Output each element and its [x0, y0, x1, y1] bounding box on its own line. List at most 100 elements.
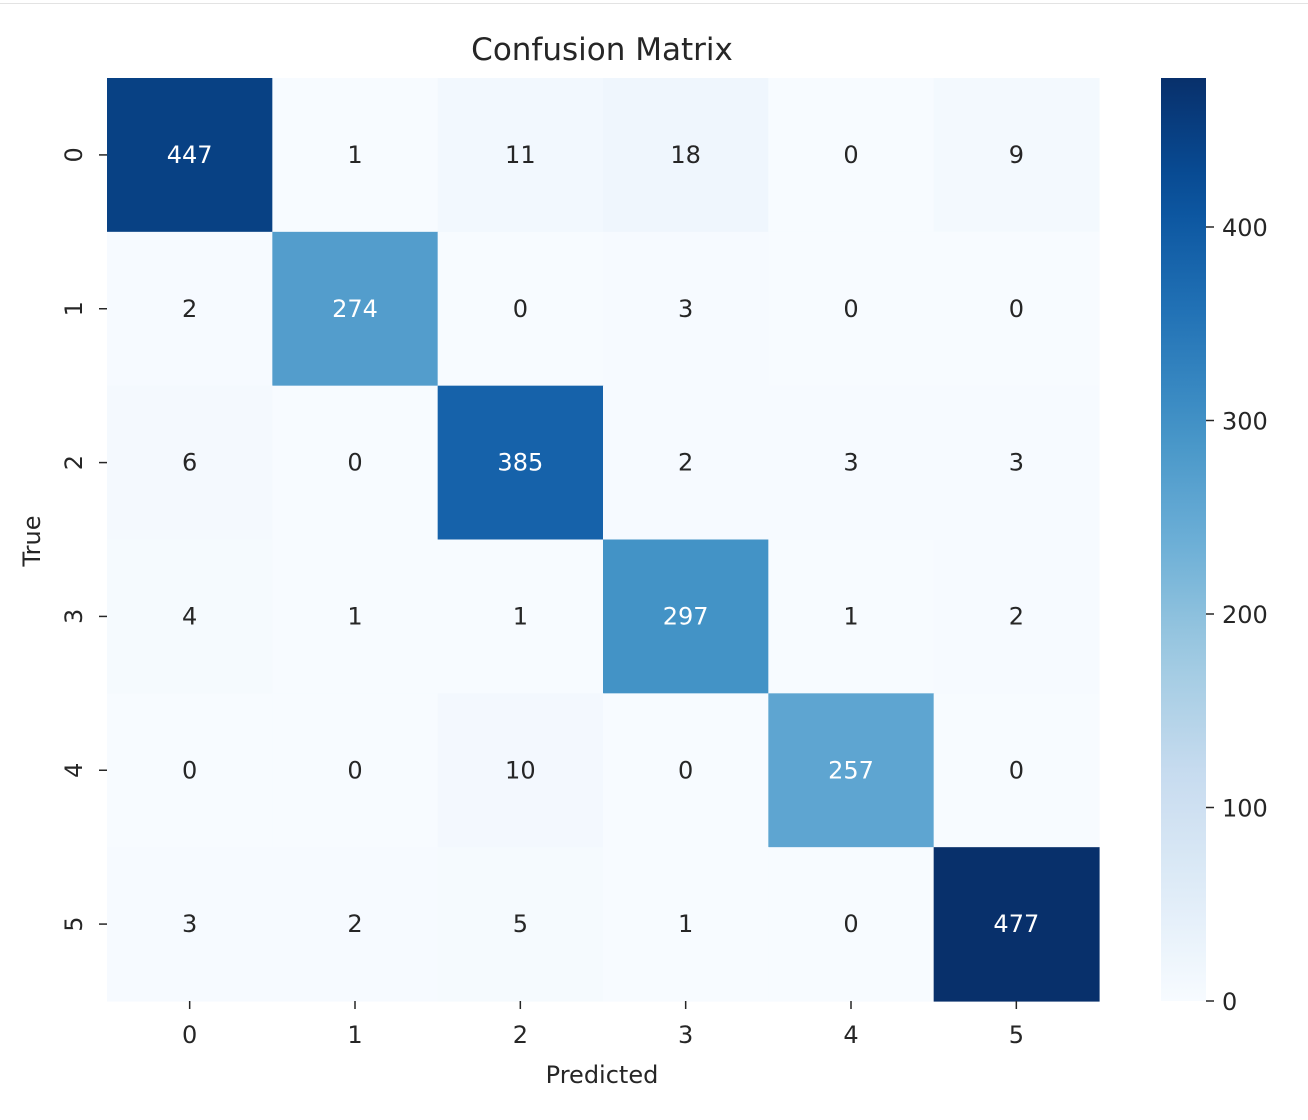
- cell-value: 0: [843, 295, 858, 323]
- x-tick-label: 1: [347, 1021, 362, 1049]
- colorbar: [1161, 78, 1206, 1001]
- cell-value: 2: [347, 910, 362, 938]
- cell-value: 9: [1009, 141, 1024, 169]
- cell-value: 3: [182, 910, 197, 938]
- heatmap-cell: [437, 385, 604, 541]
- y-tick-label: 5: [60, 916, 88, 931]
- cell-value: 11: [505, 141, 536, 169]
- heatmap-cell: [437, 847, 604, 1002]
- heatmap-cells: [107, 78, 1100, 1002]
- x-tick-label: 3: [678, 1021, 693, 1049]
- cell-value: 477: [993, 910, 1039, 938]
- heatmap-cell: [768, 78, 935, 233]
- x-axis-label: Predicted: [546, 1061, 659, 1089]
- cell-value: 2: [182, 295, 197, 323]
- cell-value: 0: [513, 295, 528, 323]
- cell-value: 2: [1009, 602, 1024, 630]
- heatmap-cell: [603, 231, 769, 387]
- colorbar-ticks: 0 100 200 300 400: [1206, 214, 1268, 1016]
- cell-value: 1: [347, 602, 362, 630]
- cell-value: 0: [1009, 295, 1024, 323]
- y-tick-label: 1: [60, 301, 88, 316]
- heatmap-cell: [437, 231, 604, 387]
- heatmap-cell: [933, 693, 1100, 848]
- colorbar-tick-label: 200: [1222, 601, 1268, 629]
- heatmap-cell: [768, 847, 935, 1002]
- colorbar-tick-label: 400: [1222, 214, 1268, 242]
- heatmap-cell: [603, 693, 769, 848]
- heatmap-cell: [107, 539, 273, 694]
- heatmap-cell: [933, 385, 1100, 541]
- cell-value: 257: [828, 756, 874, 784]
- heatmap-cell: [768, 385, 935, 541]
- x-axis-ticks: 0 1 2 3 4 5: [182, 1001, 1024, 1049]
- heatmap-cell: [768, 693, 935, 848]
- heatmap-annotations: 447 1 11 18 0 92 274 0 3 0 06 0 385 2 3 34 1 1 297 1 20 0 10 0 2…: [167, 141, 1039, 938]
- heatmap-cell: [933, 78, 1100, 233]
- cell-value: 0: [182, 756, 197, 784]
- heatmap-cell: [107, 385, 273, 541]
- heatmap-cell: [437, 78, 604, 233]
- heatmap-cell: [272, 231, 439, 387]
- x-tick-label: 0: [182, 1021, 197, 1049]
- cell-value: 18: [670, 141, 701, 169]
- heatmap-cell: [437, 539, 604, 694]
- colorbar-tick-label: 300: [1222, 407, 1268, 435]
- heatmap-cell: [603, 847, 769, 1002]
- x-tick-label: 5: [1009, 1021, 1024, 1049]
- cell-value: 0: [1009, 756, 1024, 784]
- y-tick-label: 4: [60, 763, 88, 778]
- heatmap-cell: [603, 78, 769, 233]
- cell-value: 1: [678, 910, 693, 938]
- y-axis-ticks: 0 1 2 3 4 5: [60, 147, 107, 932]
- y-tick-label: 3: [60, 609, 88, 624]
- heatmap-cell: [272, 693, 439, 848]
- cell-value: 3: [678, 295, 693, 323]
- heatmap-cell: [107, 693, 273, 848]
- cell-value: 0: [347, 449, 362, 477]
- cell-value: 4: [182, 602, 197, 630]
- cell-value: 447: [167, 141, 213, 169]
- heatmap-cell: [603, 385, 769, 541]
- top-border-line: [0, 3, 1308, 4]
- cell-value: 2: [678, 449, 693, 477]
- cell-value: 0: [347, 756, 362, 784]
- heatmap-cell: [107, 78, 273, 233]
- cell-value: 297: [663, 602, 709, 630]
- chart-title: Confusion Matrix: [471, 32, 733, 68]
- colorbar-tick-label: 0: [1222, 988, 1237, 1016]
- heatmap-cell: [768, 231, 935, 387]
- cell-value: 10: [505, 756, 536, 784]
- heatmap-cell: [272, 385, 439, 541]
- cell-value: 5: [513, 910, 528, 938]
- cell-value: 0: [678, 756, 693, 784]
- heatmap-cell: [933, 231, 1100, 387]
- cell-value: 6: [182, 449, 197, 477]
- cell-value: 1: [347, 141, 362, 169]
- heatmap-cell: [272, 847, 439, 1002]
- heatmap-cell: [933, 847, 1100, 1002]
- heatmap-cell: [437, 693, 604, 848]
- heatmap-cell: [272, 78, 439, 233]
- cell-value: 3: [1009, 449, 1024, 477]
- heatmap-cell: [107, 231, 273, 387]
- cell-value: 1: [843, 602, 858, 630]
- heatmap-cell: [107, 847, 273, 1002]
- cell-value: 0: [843, 141, 858, 169]
- cell-value: 274: [332, 295, 378, 323]
- heatmap-cell: [603, 539, 769, 694]
- cell-value: 3: [843, 449, 858, 477]
- cell-value: 1: [513, 602, 528, 630]
- y-tick-label: 2: [60, 455, 88, 470]
- cell-value: 0: [843, 910, 858, 938]
- y-axis-label: True: [18, 516, 46, 568]
- colorbar-tick-label: 100: [1222, 794, 1268, 822]
- heatmap-cell: [933, 539, 1100, 694]
- heatmap-cell: [768, 539, 935, 694]
- y-tick-label: 0: [60, 147, 88, 162]
- cell-value: 385: [497, 449, 543, 477]
- x-tick-label: 2: [513, 1021, 528, 1049]
- x-tick-label: 4: [843, 1021, 858, 1049]
- heatmap-cell: [272, 539, 439, 694]
